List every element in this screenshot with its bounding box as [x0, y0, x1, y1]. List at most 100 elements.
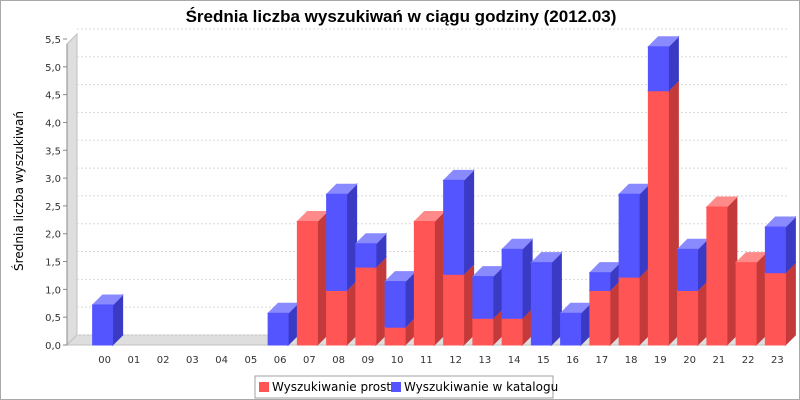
x-axis-ticks: 00 01 02 03 04 05 06 07 08 09 10 11 12 13 14 15 16 17 18 19…: [98, 355, 783, 366]
bar-23-catalog: [764, 215, 797, 274]
bar-front: [384, 326, 406, 346]
x-tick-label: 18: [625, 355, 638, 366]
bar-front: [355, 243, 377, 268]
bar-side: [755, 251, 767, 347]
bar-side: [784, 261, 796, 347]
bar-10-catalog: [383, 270, 417, 329]
legend-label-catalog: Wyszukiwanie w katalogu: [404, 380, 558, 394]
left-wall: [66, 32, 78, 347]
x-tick-label: 23: [771, 355, 784, 366]
bar-19-catalog: [647, 35, 680, 92]
bar-side: [316, 210, 328, 347]
bar-front: [647, 46, 669, 92]
bar-side: [375, 255, 387, 347]
x-tick-label: 16: [566, 355, 579, 366]
bar-front: [618, 276, 640, 346]
x-tick-label: 21: [713, 355, 726, 366]
x-tick-label: 15: [537, 355, 550, 366]
bar-front: [384, 281, 406, 328]
bar-front: [92, 304, 114, 346]
bar-22-simple: [734, 251, 768, 347]
bar-front: [677, 248, 699, 291]
y-tick-label: 2,0: [45, 230, 61, 241]
x-tick-label: 09: [362, 355, 375, 366]
bar-13-catalog: [471, 265, 505, 320]
bar-front: [618, 193, 640, 278]
bar-side: [463, 263, 475, 347]
bar-19-simple: [647, 79, 680, 347]
y-tick-label: 3,5: [45, 146, 61, 157]
bar-front: [413, 220, 435, 346]
bar-20-catalog: [676, 238, 709, 292]
bar-front: [326, 289, 348, 346]
y-tick-label: 5,5: [45, 35, 61, 46]
bar-side: [550, 251, 562, 347]
x-tick-label: 22: [742, 355, 755, 366]
bar-front: [355, 266, 377, 346]
x-tick-label: 02: [157, 355, 170, 366]
bar-side: [667, 79, 679, 347]
legend-swatch-catalog: [391, 382, 401, 392]
bar-11-simple: [413, 210, 446, 347]
y-tick-label: 4,5: [45, 91, 61, 102]
bar-front: [589, 272, 611, 291]
bar-18-catalog: [617, 183, 651, 279]
x-tick-label: 03: [186, 355, 199, 366]
y-tick-label: 0,5: [45, 313, 61, 324]
bar-07-simple: [296, 210, 329, 347]
x-tick-label: 20: [683, 355, 696, 366]
x-tick-label: 17: [596, 355, 609, 366]
x-tick-label: 13: [479, 355, 492, 366]
bar-front: [267, 312, 289, 346]
y-tick-label: 0,0: [45, 341, 61, 352]
x-tick-label: 10: [391, 355, 404, 366]
y-tick-label: 2,5: [45, 202, 61, 213]
bar-front: [443, 179, 465, 275]
bar-front: [296, 220, 318, 346]
legend-swatch-simple: [259, 382, 269, 392]
y-tick-label: 3,0: [45, 174, 61, 185]
x-tick-label: 14: [508, 355, 521, 366]
y-tick-label: 5,0: [45, 63, 61, 74]
bar-front: [472, 276, 494, 319]
y-axis-ticks: 0,0 0,5 1,0 1,5 2,0 2,5 3,0 3,5 4,0 4,5 5,0 5,5: [45, 35, 68, 352]
y-axis-label: Średnia liczba wyszukiwań: [11, 111, 26, 271]
bar-09-simple: [354, 255, 388, 347]
bar-front: [501, 317, 523, 346]
bar-side: [463, 169, 475, 276]
x-tick-label: 12: [449, 355, 462, 366]
bar-side: [346, 183, 358, 292]
bar-06-catalog: [266, 302, 300, 347]
bar-front: [647, 90, 669, 346]
x-tick-label: 07: [303, 355, 316, 366]
y-tick-label: 4,0: [45, 118, 61, 129]
bar-front: [560, 312, 582, 346]
x-tick-label: 06: [274, 355, 287, 366]
x-tick-label: 00: [98, 355, 111, 366]
chart-title: Średnia liczba wyszukiwań w ciągu godzin…: [186, 7, 617, 26]
bar-front: [530, 262, 552, 346]
bar-side: [609, 279, 621, 347]
bar-18-simple: [617, 265, 651, 347]
y-tick-label: 1,0: [45, 285, 61, 296]
bar-12-simple: [442, 263, 475, 347]
bar-front: [677, 289, 699, 346]
bar-side: [521, 238, 533, 320]
bar-side: [638, 183, 650, 279]
bar-front: [326, 193, 348, 291]
x-tick-label: 01: [128, 355, 141, 366]
x-tick-label: 08: [332, 355, 345, 366]
legend-box: [254, 375, 554, 399]
bar-00-catalog: [91, 293, 124, 347]
x-tick-label: 05: [245, 355, 258, 366]
bar-side: [726, 195, 738, 347]
bar-front: [764, 272, 786, 346]
legend: Wyszukiwanie proste Wyszukiwanie w katal…: [254, 375, 558, 399]
bar-side: [638, 265, 650, 347]
bar-front: [589, 289, 611, 346]
x-tick-label: 04: [215, 355, 228, 366]
legend-label-simple: Wyszukiwanie proste: [272, 380, 398, 394]
bar-front: [706, 206, 728, 346]
bar-side: [346, 279, 358, 347]
